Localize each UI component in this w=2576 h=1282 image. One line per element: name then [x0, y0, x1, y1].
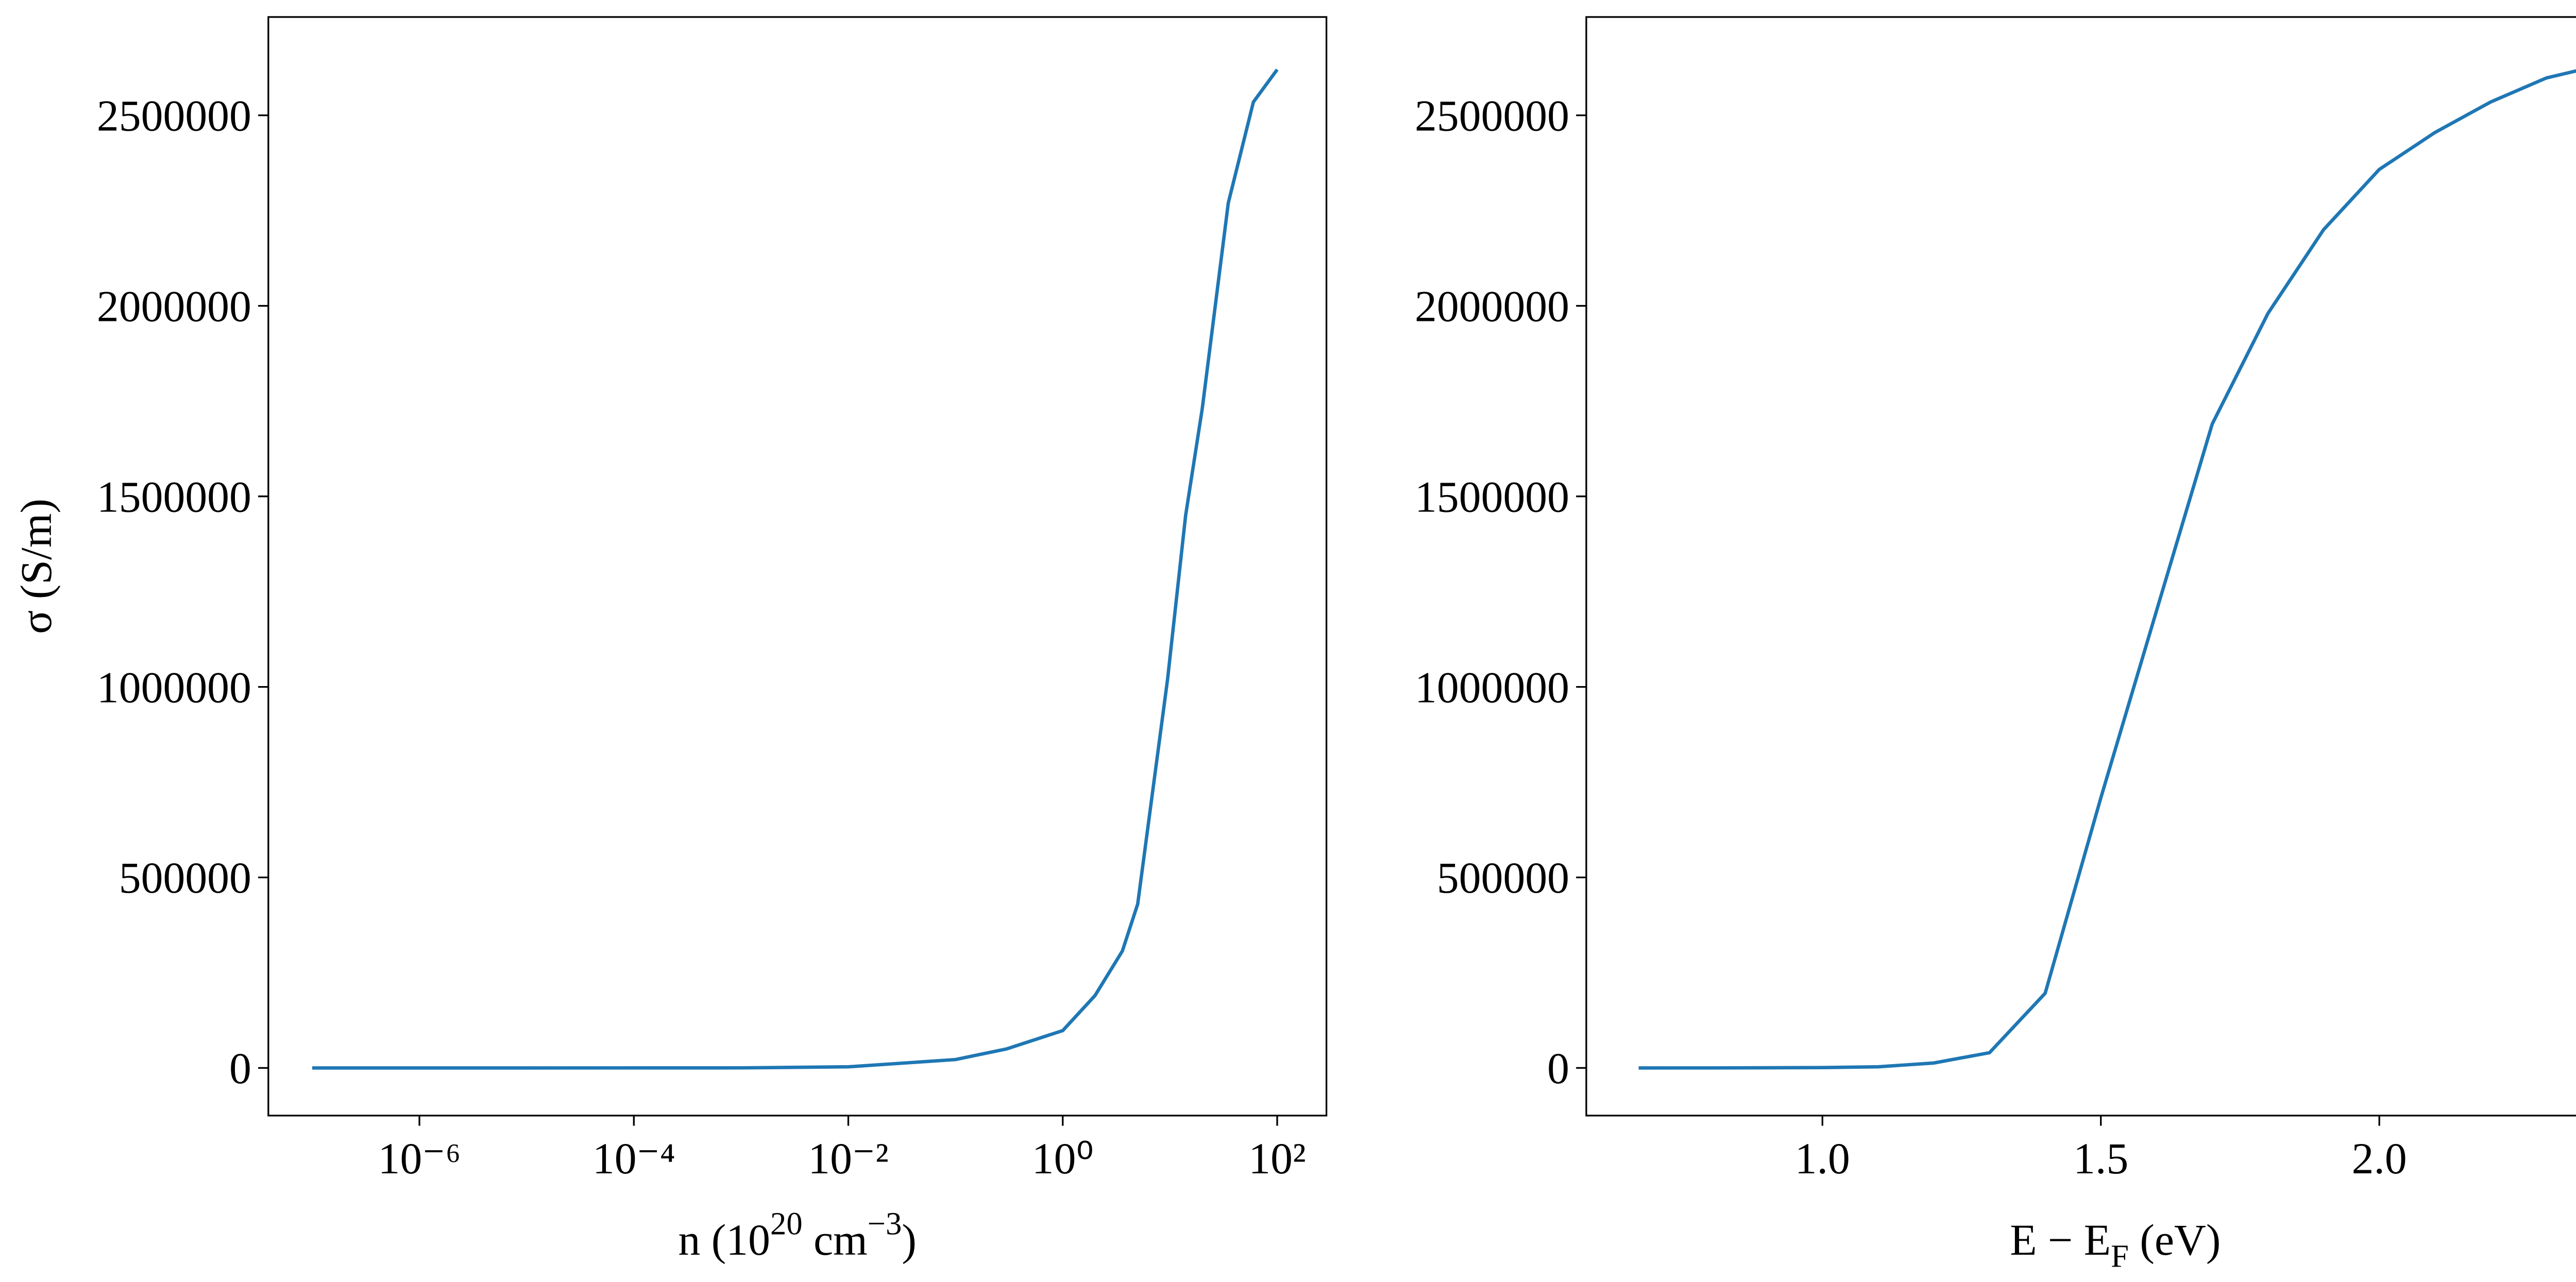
- y-tick-label: 2000000: [97, 282, 251, 331]
- x-axis-label: n (1020 cm−3): [678, 1206, 916, 1265]
- y-tick-label: 1500000: [1415, 472, 1569, 521]
- y-tick-label: 500000: [1437, 853, 1569, 902]
- x-axis-label-part: ): [902, 1216, 917, 1264]
- x-tick-label: 10⁻²: [808, 1134, 889, 1183]
- y-tick-label: 2500000: [1415, 92, 1569, 141]
- x-tick-label: 10²: [1248, 1134, 1306, 1183]
- x-tick-label: 2.0: [2352, 1134, 2407, 1183]
- x-tick-label: 1.5: [2073, 1134, 2128, 1183]
- x-axis-label-part: (eV): [2129, 1216, 2221, 1264]
- data-line: [1638, 69, 2576, 1070]
- y-tick-label: 1500000: [97, 472, 251, 521]
- y-tick-label: 2500000: [97, 92, 251, 141]
- x-axis-label-part: 20: [770, 1206, 803, 1242]
- x-tick-label: 1.0: [1795, 1134, 1850, 1183]
- x-axis-label-part: cm: [803, 1216, 868, 1264]
- y-tick-label: 0: [229, 1044, 251, 1093]
- x-tick-label: 10⁻⁶: [378, 1134, 461, 1183]
- x-axis-label: E − EF (eV): [2010, 1216, 2221, 1274]
- y-tick-label: 1000000: [1415, 663, 1569, 712]
- y-tick-label: 1000000: [97, 663, 251, 712]
- x-axis-label-part: E − E: [2010, 1216, 2111, 1264]
- data-line: [312, 69, 1279, 1070]
- y-tick-label: 500000: [119, 853, 251, 902]
- y-tick-label: 0: [1547, 1044, 1569, 1093]
- y-tick-label: 2000000: [1415, 282, 1569, 331]
- plot-frame: [267, 16, 1328, 1117]
- x-axis-label-part: n (10: [678, 1216, 770, 1264]
- x-tick-label: 10⁻⁴: [592, 1134, 675, 1183]
- x-axis-label-part: −3: [868, 1206, 902, 1242]
- y-axis-label: σ (S/m): [12, 499, 61, 634]
- x-tick-label: 10⁰: [1032, 1134, 1094, 1183]
- x-axis-label-part: F: [2111, 1238, 2129, 1274]
- plot-frame: [1585, 16, 2576, 1117]
